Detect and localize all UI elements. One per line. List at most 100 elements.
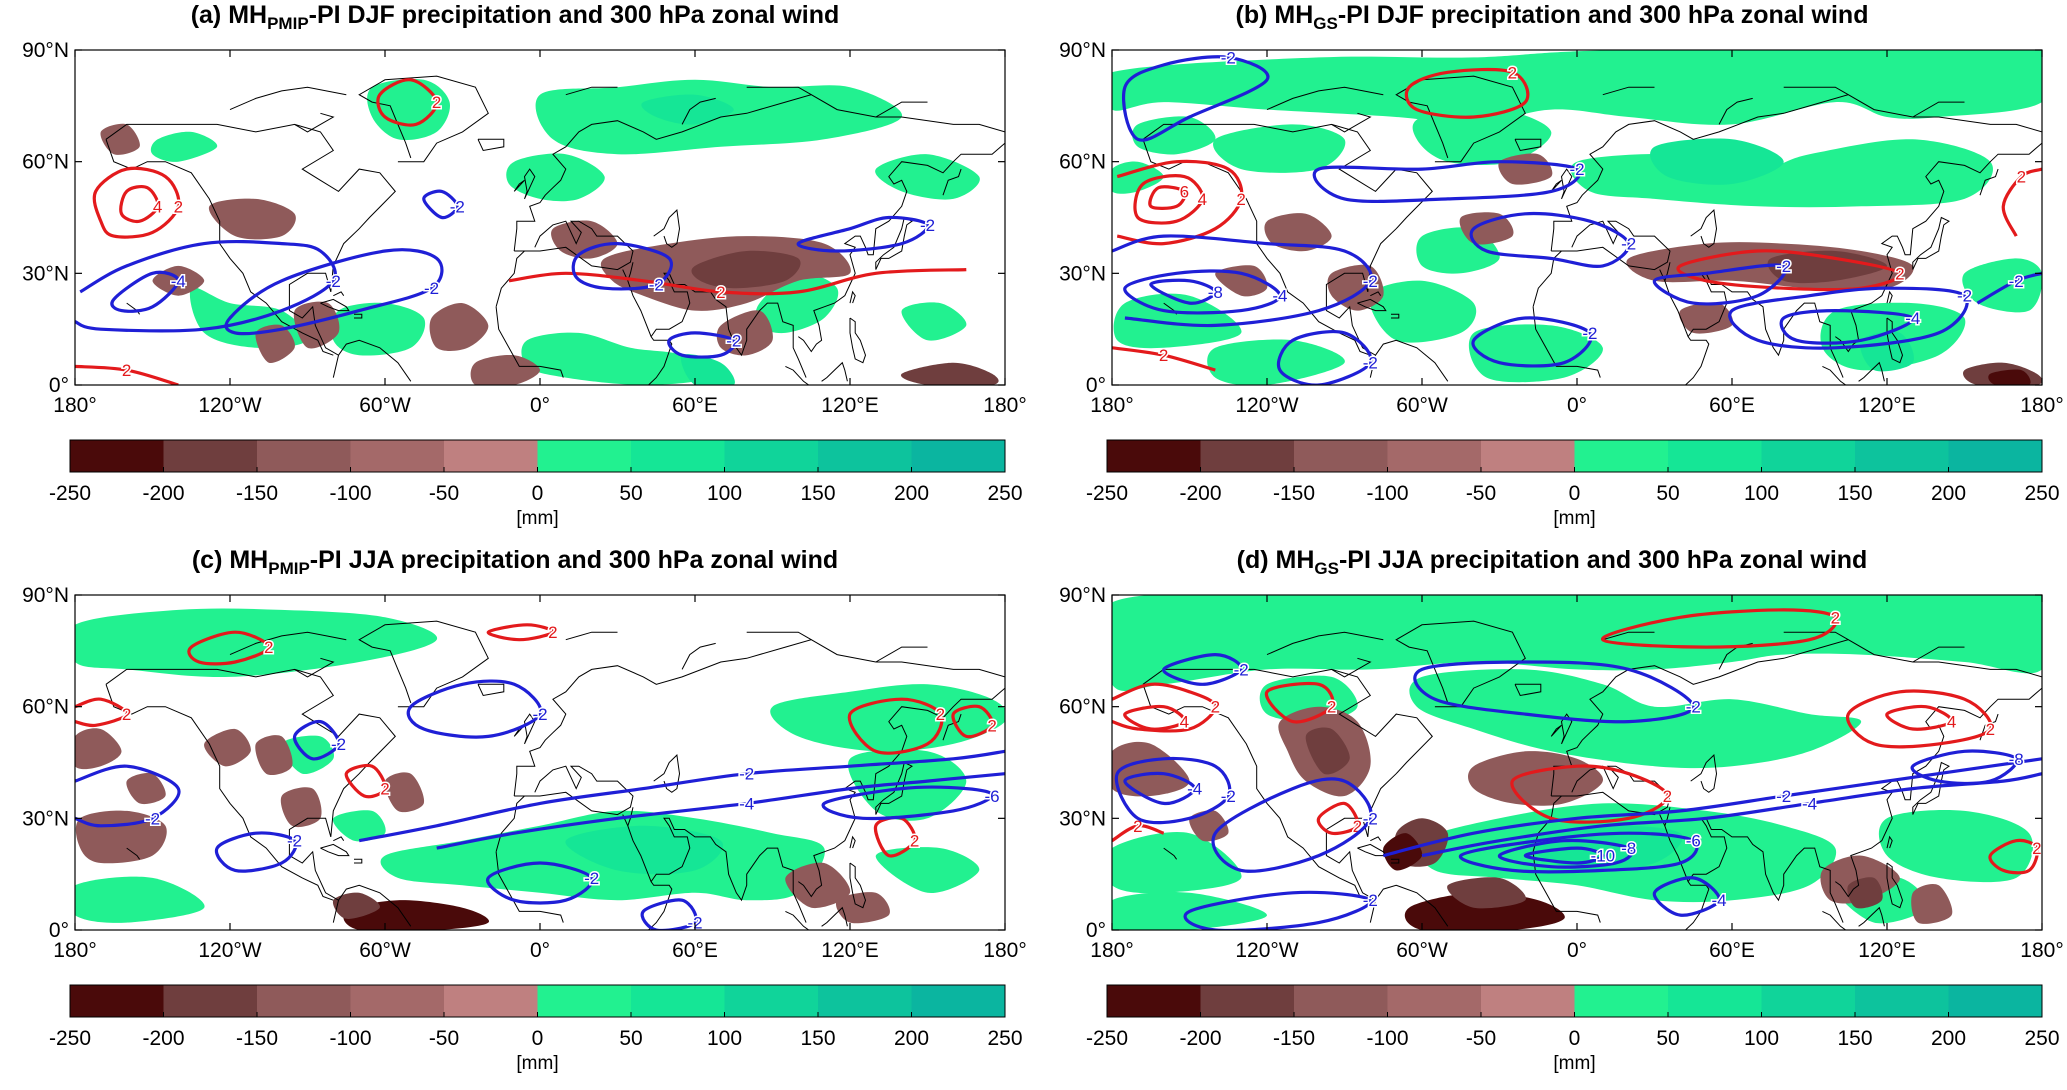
coastline bbox=[650, 272, 807, 378]
precip-anomaly-area bbox=[691, 250, 801, 289]
wind-contour bbox=[75, 240, 337, 333]
contour-label: 2 bbox=[264, 638, 273, 657]
coastline bbox=[1886, 835, 1893, 849]
precip-anomaly-area bbox=[1264, 213, 1332, 252]
wind-contour bbox=[376, 78, 439, 127]
colorbar-unit: [mm] bbox=[516, 1053, 558, 1074]
precip-shading bbox=[75, 608, 1005, 930]
contour-label: 2 bbox=[122, 705, 131, 724]
contour-label: 2 bbox=[174, 197, 183, 216]
precip-anomaly-area bbox=[208, 198, 296, 240]
lat-tick-label: 60°N bbox=[1059, 151, 1106, 174]
wind-contour bbox=[75, 697, 129, 728]
coastline bbox=[1602, 631, 1655, 641]
lon-tick-label: 0° bbox=[1567, 394, 1587, 417]
colorbar-segment bbox=[1948, 440, 2043, 472]
contour-label: -2 bbox=[1363, 354, 1378, 373]
colorbar-tick-label: 250 bbox=[2024, 482, 2059, 505]
coastline bbox=[1391, 313, 1400, 319]
colorbar-segment bbox=[1200, 985, 1295, 1017]
lat-tick-label: 0° bbox=[49, 919, 69, 942]
contour-label: -2 bbox=[450, 197, 465, 216]
colorbar-tick-label: 150 bbox=[1837, 1027, 1872, 1050]
colorbar-segment bbox=[444, 985, 538, 1017]
precip-anomaly-area bbox=[848, 749, 967, 821]
precip-anomaly-area bbox=[1404, 892, 1565, 930]
contour-label: -2 bbox=[1957, 287, 1972, 306]
contour-label: -2 bbox=[1363, 272, 1378, 291]
coastline bbox=[126, 847, 141, 860]
colorbar-tick-label: 250 bbox=[987, 1027, 1022, 1050]
precip-anomaly-area bbox=[785, 862, 851, 909]
lat-tick-label: 60°N bbox=[1059, 696, 1106, 719]
coastline bbox=[513, 94, 1005, 252]
contour-label: -4 bbox=[1905, 309, 1920, 328]
precip-anomaly-area bbox=[1369, 280, 1477, 343]
wind-contour bbox=[1316, 801, 1360, 836]
precip-anomaly-area bbox=[681, 354, 735, 385]
coastline bbox=[1331, 112, 1372, 133]
coastline bbox=[1375, 884, 1449, 927]
coastline bbox=[849, 862, 867, 909]
coastline bbox=[1858, 906, 1885, 927]
colorbar-segment bbox=[724, 985, 819, 1017]
panel-d: (d) MHGS-PI JJA precipitation and 300 hP… bbox=[1037, 545, 2067, 1085]
map-plot: 2 46 2 2 2 2 -2 -2 -4 -8 -2 -2 -2 -2 -4 -2 -2 -2 0° 30°N 60°… bbox=[1059, 39, 2064, 529]
contour-label: -2 bbox=[920, 216, 935, 235]
colorbar-tick-label: -200 bbox=[1179, 1027, 1221, 1050]
contour-label: -10 bbox=[1591, 847, 1616, 866]
wind-contour bbox=[1469, 211, 1631, 268]
precip-anomaly-area bbox=[100, 123, 140, 155]
lat-tick-label: 90°N bbox=[22, 584, 69, 607]
contour-label: -2 bbox=[687, 914, 702, 933]
colorbar-tick-label: 200 bbox=[1931, 1027, 1966, 1050]
colorbar-segment bbox=[537, 440, 632, 472]
contour-label: -2 bbox=[1569, 160, 1584, 179]
wind-contour bbox=[1845, 689, 1993, 749]
lon-tick-label: 60°E bbox=[1709, 394, 1755, 417]
contour-label: -2 bbox=[1621, 235, 1636, 254]
contour-label: 2 bbox=[936, 705, 945, 724]
coastline bbox=[875, 761, 913, 815]
colorbar-tick-label: -250 bbox=[49, 1027, 91, 1050]
lon-tick-label: 60°W bbox=[1396, 939, 1448, 962]
lon-tick-label: 120°W bbox=[198, 394, 261, 417]
coastline bbox=[1266, 86, 1384, 111]
coastline bbox=[849, 290, 856, 304]
wind-contour bbox=[1910, 749, 2019, 786]
coastline bbox=[1370, 291, 1382, 297]
colorbar-segment bbox=[1668, 985, 1762, 1017]
wind-contour bbox=[1123, 704, 1187, 731]
coastline bbox=[477, 138, 505, 152]
contour-label: -2 bbox=[145, 809, 160, 828]
lon-tick-label: 60°W bbox=[1396, 394, 1448, 417]
coastline bbox=[1659, 269, 1710, 385]
coastline bbox=[358, 620, 489, 708]
wind-contour bbox=[1652, 263, 1788, 306]
wind-contour bbox=[1112, 346, 1216, 372]
lon-tick-label: 0° bbox=[530, 939, 550, 962]
wind-contour bbox=[1148, 185, 1187, 210]
colorbar-tick-label: -50 bbox=[429, 1027, 459, 1050]
lon-tick-label: 180° bbox=[983, 394, 1026, 417]
coastline bbox=[1551, 765, 1671, 816]
precip-anomaly-area bbox=[280, 787, 322, 828]
coastline bbox=[1783, 631, 1849, 641]
lon-tick-label: 0° bbox=[530, 394, 550, 417]
precip-anomaly-area bbox=[1911, 884, 1953, 924]
colorbar-segment bbox=[1948, 985, 2043, 1017]
colorbar-segment bbox=[1668, 440, 1762, 472]
wind-contour bbox=[1121, 55, 1270, 142]
coastline bbox=[294, 657, 335, 678]
colorbar-segment bbox=[1200, 440, 1295, 472]
contour-label: 4 bbox=[1947, 713, 1956, 732]
coastline bbox=[1718, 97, 1753, 125]
contour-label: 2 bbox=[716, 283, 725, 302]
colorbar-segment bbox=[1855, 440, 1949, 472]
coastline bbox=[495, 795, 525, 852]
contour-label: -2 bbox=[331, 735, 346, 754]
coastline bbox=[320, 298, 350, 312]
colorbar-segment bbox=[1574, 985, 1669, 1017]
colorbar-segment bbox=[537, 985, 632, 1017]
